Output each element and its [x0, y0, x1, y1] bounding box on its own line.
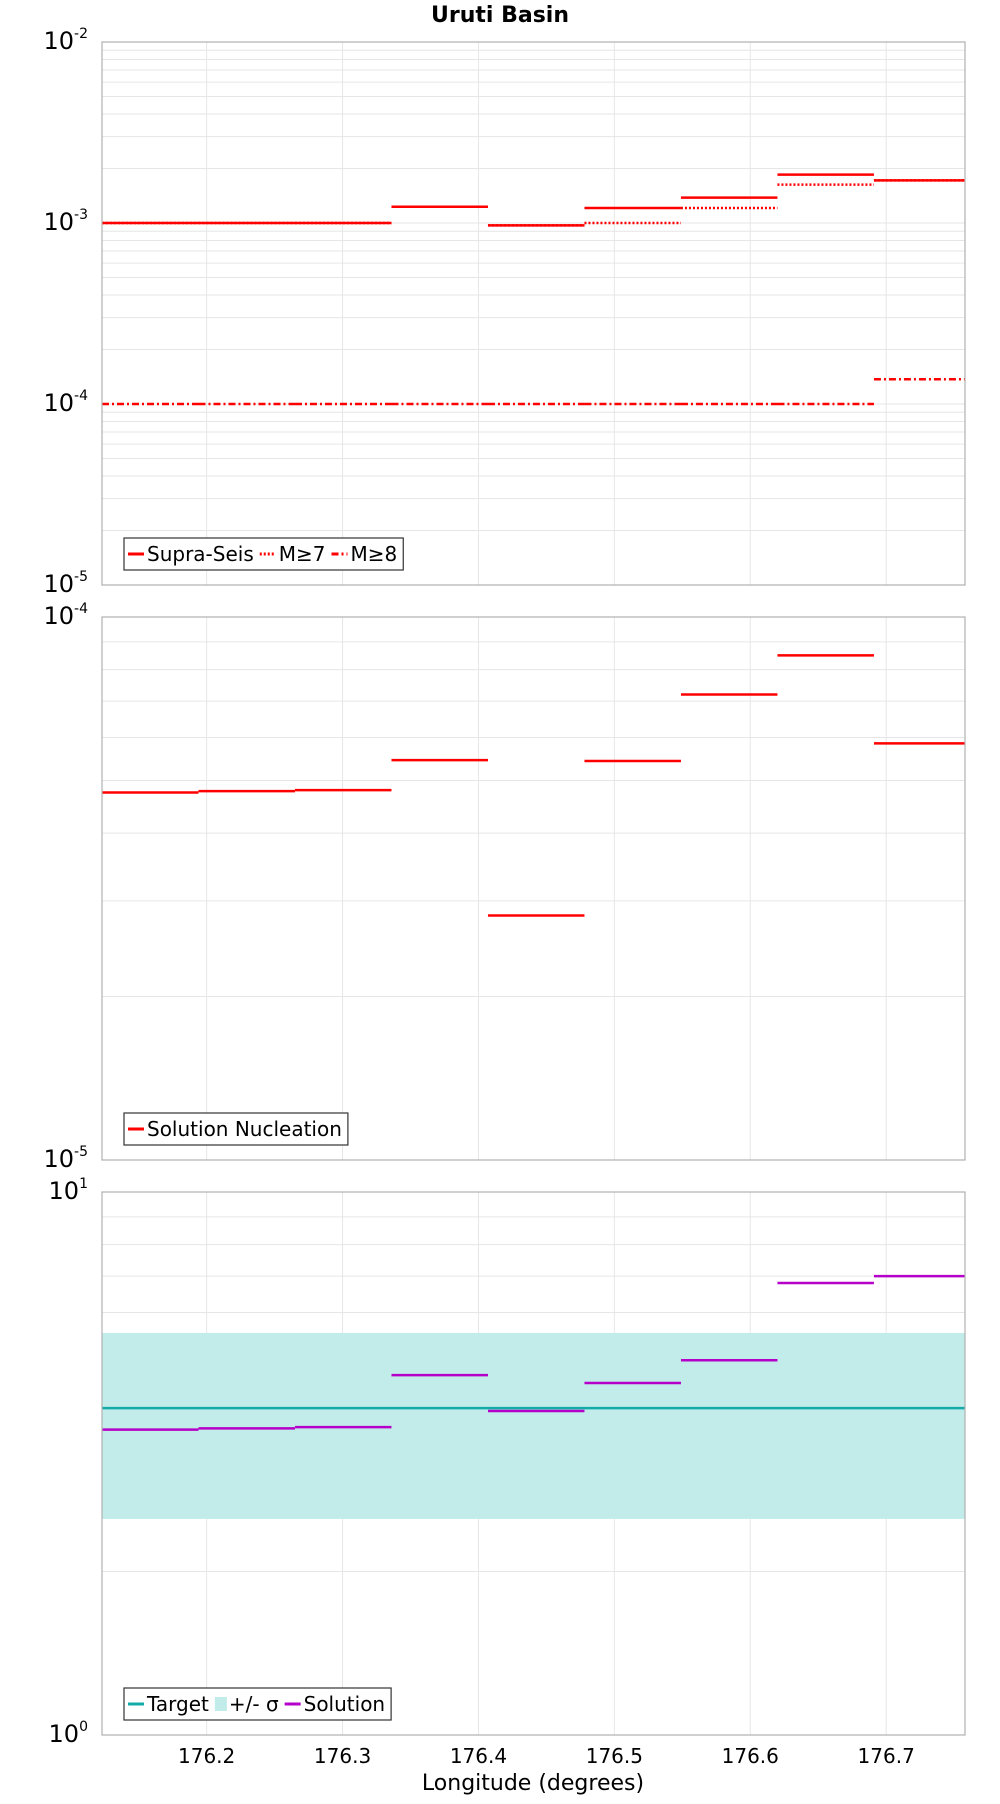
legend: Solution Nucleation [123, 1112, 349, 1146]
y-tick-label: 100 [49, 1719, 88, 1748]
sigma-band [102, 1332, 965, 1519]
legend-label: Solution Nucleation [147, 1117, 342, 1141]
y-tick-base: 10 [43, 1145, 74, 1173]
y-tick-base: 10 [43, 389, 74, 417]
y-tick-label: 10-5 [43, 569, 88, 598]
y-tick-base: 10 [49, 1177, 80, 1205]
legend-swatch [214, 1697, 227, 1711]
y-tick-exponent: -4 [74, 601, 88, 617]
y-tick-exponent: -2 [74, 26, 88, 42]
y-tick-label: 10-3 [43, 207, 88, 236]
y-tick-base: 10 [43, 208, 74, 236]
y-tick-label: 101 [49, 1176, 88, 1205]
chart-title: Uruti Basin [431, 3, 569, 28]
x-tick-label: 176.6 [722, 1744, 779, 1768]
y-tick-base: 10 [43, 602, 74, 630]
x-tick-label: 176.2 [178, 1744, 235, 1768]
x-axis-label: Longitude (degrees) [422, 1771, 644, 1796]
y-tick-exponent: 0 [79, 1719, 88, 1735]
legend-box [123, 1112, 349, 1146]
x-tick-label: 176.3 [314, 1744, 371, 1768]
x-tick-label: 176.7 [858, 1744, 915, 1768]
legend-label: +/- σ [229, 1692, 279, 1716]
y-tick-label: 10-5 [43, 1144, 88, 1173]
legend-label: Solution [304, 1692, 385, 1716]
legend-label: Supra-Seis [147, 542, 254, 566]
legend-box [123, 537, 404, 571]
legend-box [123, 1687, 392, 1721]
x-tick-label: 176.5 [586, 1744, 643, 1768]
y-tick-label: 10-2 [43, 26, 88, 55]
y-tick-base: 10 [43, 27, 74, 55]
legend-label: Target [146, 1692, 209, 1716]
legend: Target +/- σ Solution [123, 1687, 392, 1721]
y-tick-exponent: -3 [74, 207, 88, 223]
y-tick-label: 10-4 [43, 601, 88, 630]
y-tick-exponent: -5 [74, 1144, 88, 1160]
plot-frame [101, 1191, 966, 1736]
y-tick-base: 10 [49, 1720, 80, 1748]
y-tick-exponent: 1 [79, 1176, 88, 1192]
plot-frame [101, 41, 966, 586]
legend-label: M≥7 [279, 542, 326, 566]
legend: Supra-Seis M≥7 M≥8 [123, 537, 404, 571]
y-tick-exponent: -5 [74, 569, 88, 585]
y-tick-exponent: -4 [74, 388, 88, 404]
y-tick-label: 10-4 [43, 388, 88, 417]
x-tick-label: 176.4 [450, 1744, 507, 1768]
plot-frame [101, 616, 966, 1161]
legend-label: M≥8 [351, 542, 398, 566]
y-tick-base: 10 [43, 570, 74, 598]
